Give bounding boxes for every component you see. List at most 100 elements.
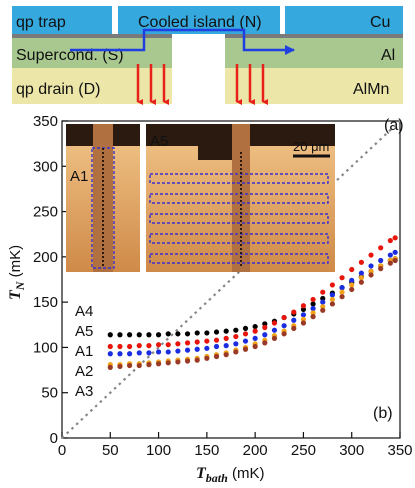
y-tick-label: 0 [50,430,58,447]
data-point-a1 [194,346,200,352]
data-point-a2 [310,310,316,316]
data-point-a5 [349,266,355,273]
data-point-a5 [165,342,171,348]
data-point-a1 [213,343,220,350]
panel-b-plot: 0 50 100 150 200 250 300 350 0 50 100 150 200 250 300 3… [7,113,413,485]
data-point-a3 [291,325,297,332]
data-point-a3 [107,364,113,370]
data-point-a2 [339,289,345,295]
data-point-a3 [349,286,355,293]
data-point-a2 [349,282,355,288]
plot-frame [61,120,401,439]
data-point-a5 [184,340,191,346]
y-tick-label: 250 [33,204,58,221]
inset-a5-label: A5 [150,133,168,150]
data-point-a5 [175,341,181,347]
data-point-a3 [252,343,258,350]
data-point-a5 [329,282,335,288]
data-point-a5 [300,303,307,309]
data-point-a4 [213,329,220,335]
data-point-a3 [392,257,398,264]
heat-arrows-left [136,64,169,105]
data-point-a4 [242,325,249,332]
data-point-a3 [262,340,268,346]
data-point-a1 [136,350,142,356]
data-point-a3 [165,360,171,366]
legend-a3: A3 [75,383,93,400]
data-point-a3 [194,357,200,363]
panel-b-letter: (b) [373,405,393,422]
data-point-a3 [387,260,393,266]
cu-label: Cu [370,14,390,31]
data-point-a4 [223,328,229,334]
data-point-a4 [146,332,152,338]
data-point-a5 [146,343,152,349]
x-tick-label: 50 [102,442,119,459]
x-tick-label: 0 [58,442,66,459]
data-point-a5 [155,342,162,348]
scale-bar-label: 20 μm [293,139,329,154]
data-point-a3 [127,362,133,369]
data-point-a4 [262,321,268,327]
data-point-a4 [155,332,162,338]
legend-a1: A1 [75,343,93,360]
data-point-a2 [320,304,326,310]
data-point-a4 [320,295,326,302]
data-point-a4 [175,331,181,337]
data-point-a4 [194,330,200,336]
data-point-a3 [281,331,287,337]
data-point-a1 [165,349,171,355]
qp-trap-label: qp trap [16,14,66,31]
legend-a5: A5 [75,323,93,340]
data-point-a1 [175,348,181,354]
data-point-a3 [184,358,191,364]
inset-a1-label: A1 [70,168,88,185]
x-tick-label: 200 [243,442,268,459]
y-tick-label: 350 [33,113,58,130]
data-point-a3 [242,346,249,352]
data-point-a4 [117,332,123,338]
axis-ticks: 0 50 100 150 200 250 300 350 0 50 100 150 200 250 300 3… [33,113,413,459]
x-tick-label: 150 [194,442,219,459]
data-point-a1 [117,351,123,357]
data-point-a5 [204,338,210,344]
data-point-a1 [252,335,258,341]
inset-a5-micrograph: A5 20 μm [146,124,335,272]
data-point-a1 [310,305,316,312]
data-point-a1 [155,349,162,355]
data-point-a2 [300,316,307,322]
data-point-a1 [107,351,113,357]
y-tick-label: 100 [33,339,58,356]
data-point-a3 [223,352,229,358]
qp-drain-label: qp drain (D) [16,81,100,98]
data-point-a1 [146,350,152,356]
almn-label: AlMn [353,81,389,98]
data-point-a5 [368,252,374,258]
data-point-a2 [368,268,374,274]
legend: A4 A5 A1 A2 A3 [75,303,93,400]
data-point-a1 [223,343,229,349]
data-point-a1 [233,341,239,347]
data-point-a3 [204,355,210,361]
x-axis-label: Tbath (mK) [196,465,264,485]
data-point-a2 [358,275,364,281]
current-path-arrow [70,28,295,55]
data-point-a1 [184,347,191,353]
data-point-a1 [392,249,398,255]
data-point-a1 [378,257,384,264]
data-point-a4 [310,301,316,307]
data-point-a1 [204,345,210,351]
data-point-a1 [368,263,374,269]
data-point-a3 [368,272,374,278]
data-point-a4 [136,332,142,338]
qp-drain-layer-left [12,68,172,104]
data-points [107,235,398,370]
x-tick-label: 300 [339,442,364,459]
legend-a2: A2 [75,363,93,380]
data-point-a5 [271,320,278,326]
data-point-a5 [252,328,258,334]
data-point-a3 [213,353,220,360]
y-tick-label: 50 [41,385,58,402]
data-point-a4 [165,331,171,337]
data-point-a5 [242,331,249,337]
